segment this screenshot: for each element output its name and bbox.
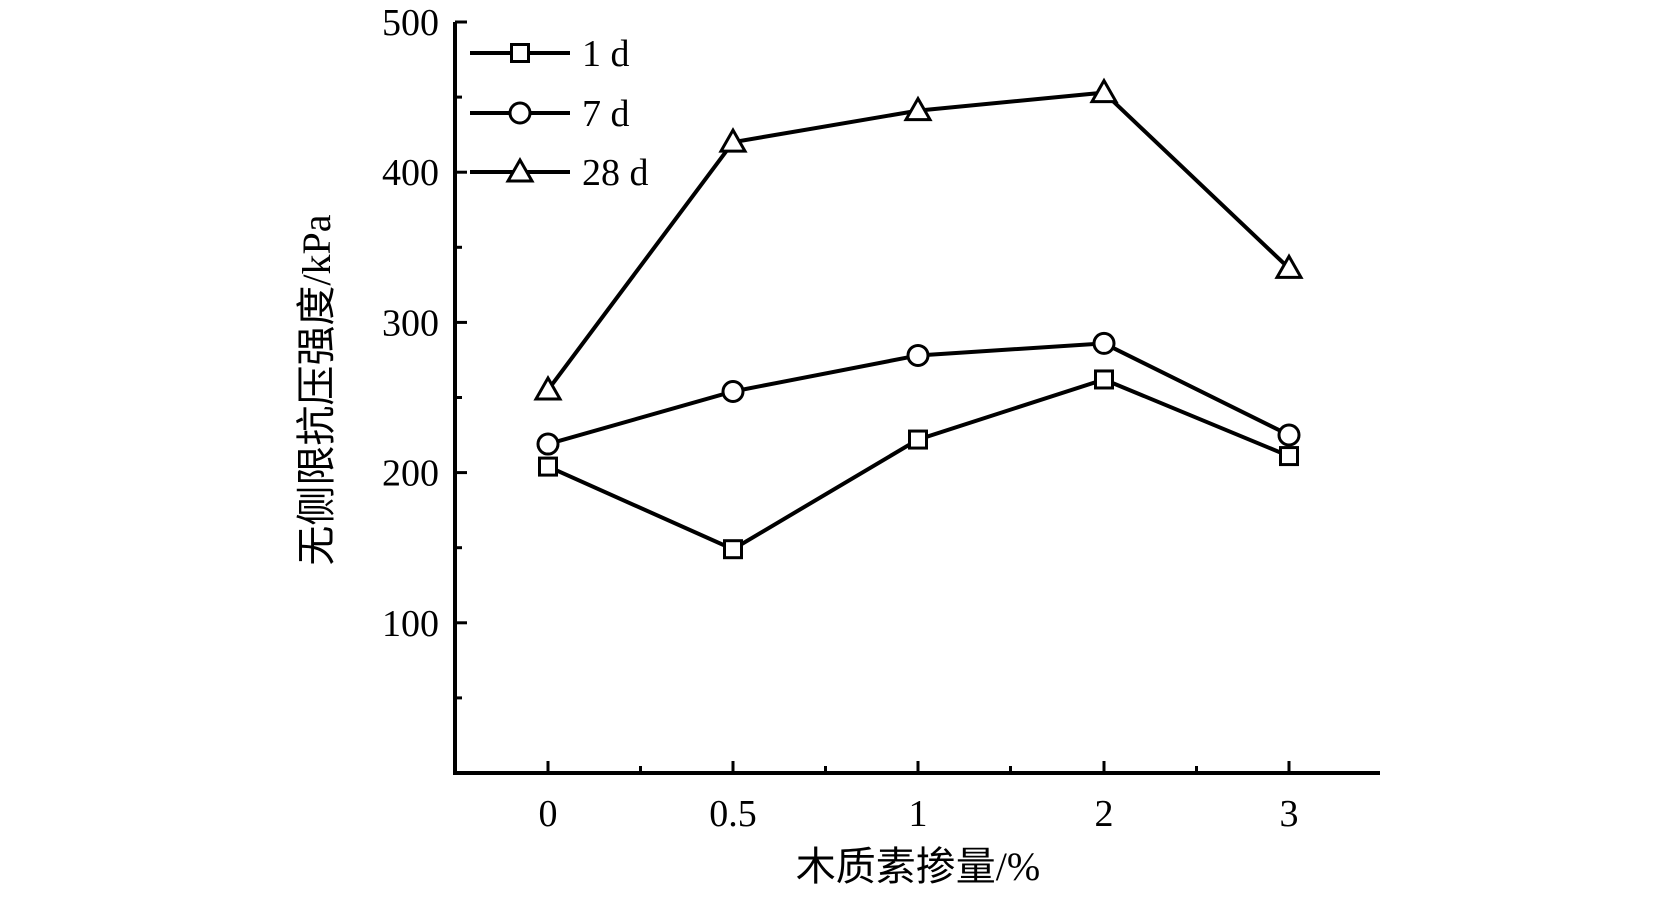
y-tick-label: 400 xyxy=(382,152,439,194)
data-point xyxy=(721,379,745,403)
legend: 1 d 7 d 28 d xyxy=(470,33,649,194)
legend-marker xyxy=(510,43,530,63)
data-point xyxy=(903,95,933,122)
legend-label: 28 d xyxy=(582,152,649,194)
y-tick-label: 300 xyxy=(382,302,439,344)
data-point xyxy=(718,127,748,153)
data-point xyxy=(1089,77,1119,104)
legend-marker xyxy=(508,101,532,125)
series-7d xyxy=(536,331,1301,456)
x-axis-title: 木质素掺量/% xyxy=(796,844,1040,889)
data-point xyxy=(533,374,563,401)
y-tick-label: 500 xyxy=(382,2,439,44)
data-point xyxy=(1274,253,1304,279)
x-tick-label: 0.5 xyxy=(709,793,757,835)
data-point xyxy=(1279,446,1299,467)
data-point xyxy=(1092,331,1116,355)
legend-marker xyxy=(505,156,535,183)
series-layer xyxy=(533,77,1304,560)
series-1d xyxy=(538,369,1299,560)
y-tick-label: 100 xyxy=(382,603,439,645)
data-point xyxy=(723,539,743,560)
x-tick-label: 0 xyxy=(539,793,558,835)
data-point xyxy=(536,432,560,456)
data-point xyxy=(538,456,558,477)
data-point xyxy=(1094,369,1114,390)
data-point xyxy=(908,429,928,450)
axes: 100 200 300 400 500 0 0.5 1 2 3 xyxy=(382,2,1380,835)
data-point xyxy=(906,343,930,367)
series-28d xyxy=(533,77,1304,401)
data-point xyxy=(1277,423,1301,447)
legend-label: 1 d xyxy=(582,33,630,75)
series-line xyxy=(547,377,1290,552)
y-axis-title: 无侧限抗压强度/kPa xyxy=(294,214,339,565)
y-tick-label: 200 xyxy=(382,453,439,495)
legend-label: 7 d xyxy=(582,93,630,135)
x-tick-label: 3 xyxy=(1280,793,1299,835)
x-tick-label: 2 xyxy=(1095,793,1114,835)
x-tick-label: 1 xyxy=(909,793,928,835)
